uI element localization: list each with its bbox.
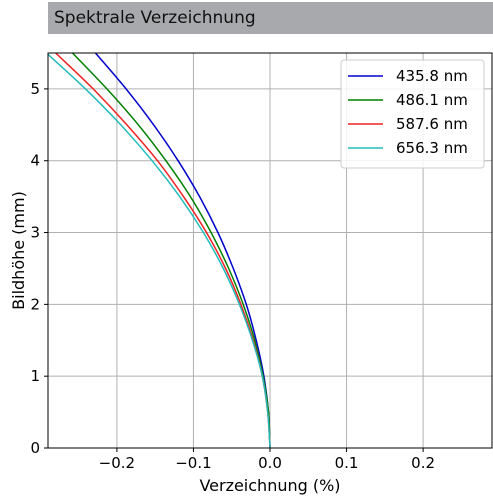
- x-tick-label: 0.1: [335, 454, 359, 472]
- series-line-0: [94, 53, 271, 448]
- legend-label: 486.1 nm: [396, 91, 468, 109]
- y-axis-ticks: 0 1 2 3 4 5: [30, 80, 48, 457]
- y-tick-label: 5: [30, 80, 40, 98]
- x-axis-label: Verzeichnung (%): [199, 476, 340, 495]
- x-tick-label: 0.2: [411, 454, 435, 472]
- x-tick-label: −0.2: [99, 454, 135, 472]
- y-tick-label: 3: [30, 224, 40, 242]
- series-line-3: [48, 53, 271, 448]
- series-line-2: [55, 53, 271, 448]
- series-line-1: [71, 53, 271, 448]
- legend-box: [340, 59, 485, 169]
- chart-title-bar: Spektrale Verzeichnung: [48, 2, 493, 34]
- y-tick-label: 2: [30, 295, 40, 313]
- legend-label: 656.3 nm: [396, 139, 468, 157]
- x-tick-label: −0.1: [175, 454, 211, 472]
- y-tick-label: 0: [30, 439, 40, 457]
- series-lines: [48, 53, 271, 448]
- legend-label: 435.8 nm: [396, 67, 468, 85]
- x-axis-ticks: −0.2 −0.1 0.0 0.1 0.2: [99, 448, 435, 472]
- y-tick-label: 4: [30, 152, 40, 170]
- x-tick-label: 0.0: [258, 454, 282, 472]
- y-tick-label: 1: [30, 367, 40, 385]
- legend-label: 587.6 nm: [396, 115, 468, 133]
- y-axis-label: Bildhöhe (mm): [9, 191, 28, 310]
- legend: 435.8 nm 486.1 nm 587.6 nm 656.3 nm: [340, 59, 485, 169]
- chart-title: Spektrale Verzeichnung: [54, 8, 256, 28]
